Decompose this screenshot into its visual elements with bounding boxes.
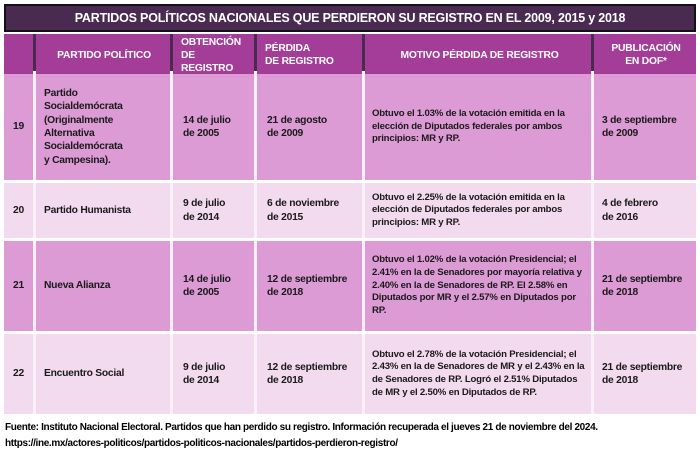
table-row: 20 Partido Humanista 9 de julio de 2014 … [4, 183, 696, 238]
party-name-cell: Encuentro Social [36, 334, 170, 414]
column-header-obtencion: OBTENCIÓN DE REGISTRO [173, 34, 254, 79]
column-header-motivo: MOTIVO PÉRDIDA DE REGISTRO [365, 34, 591, 79]
party-name-cell: Partido Humanista [36, 183, 170, 238]
table-header-row: PARTIDO POLÍTICO OBTENCIÓN DE REGISTRO P… [4, 34, 696, 79]
party-name-cell: Nueva Alianza [36, 241, 170, 331]
loss-date-cell: 6 de noviembre de 2015 [257, 183, 362, 238]
registration-date-cell: 14 de julio de 2005 [173, 241, 254, 331]
party-name-cell: Partido Socialdemócrata (Originalmente A… [36, 74, 170, 180]
row-number-cell: 21 [4, 241, 33, 331]
loss-date-cell: 12 de septiembre de 2018 [257, 334, 362, 414]
dof-publication-cell: 3 de septiembre de 2009 [594, 74, 696, 180]
table-row: 22 Encuentro Social 9 de julio de 2014 1… [4, 334, 696, 414]
dof-publication-cell: 21 de septiembre de 2018 [594, 241, 696, 331]
loss-reason-cell: Obtuvo el 1.03% de la votación emitida e… [365, 74, 591, 180]
dof-publication-cell: 4 de febrero de 2016 [594, 183, 696, 238]
loss-date-cell: 21 de agosto de 2009 [257, 74, 362, 180]
column-header-number [4, 34, 33, 79]
source-text: Fuente: Instituto Nacional Electoral. Pa… [5, 422, 598, 433]
table-title-bar: PARTIDOS POLÍTICOS NACIONALES QUE PERDIE… [4, 4, 696, 32]
row-number-cell: 19 [4, 74, 33, 180]
column-header-partido: PARTIDO POLÍTICO [36, 34, 170, 79]
registration-date-cell: 14 de julio de 2005 [173, 74, 254, 180]
column-header-perdida: PÉRDIDA DE REGISTRO [257, 34, 362, 79]
registration-date-cell: 9 de julio de 2014 [173, 183, 254, 238]
page-title: PARTIDOS POLÍTICOS NACIONALES QUE PERDIE… [74, 11, 626, 25]
column-header-dof: PUBLICACIÓN EN DOF* [594, 34, 696, 79]
loss-reason-cell: Obtuvo el 2.25% de la votación emitida e… [365, 183, 591, 238]
dof-publication-cell: 21 de septiembre de 2018 [594, 334, 696, 414]
source-footer: Fuente: Instituto Nacional Electoral. Pa… [4, 420, 696, 451]
loss-reason-cell: Obtuvo el 2.78% de la votación Presidenc… [365, 334, 591, 414]
table-row: 21 Nueva Alianza 14 de julio de 2005 12 … [4, 241, 696, 331]
row-number-cell: 20 [4, 183, 33, 238]
loss-reason-cell: Obtuvo el 1.02% de la votación Presidenc… [365, 241, 591, 331]
parties-table: PARTIDO POLÍTICO OBTENCIÓN DE REGISTRO P… [4, 34, 696, 414]
row-number-cell: 22 [4, 334, 33, 414]
registration-date-cell: 9 de julio de 2014 [173, 334, 254, 414]
table-row: 19 Partido Socialdemócrata (Originalment… [4, 74, 696, 180]
source-url[interactable]: https://ine.mx/actores-politicos/partido… [5, 437, 398, 449]
loss-date-cell: 12 de septiembre de 2018 [257, 241, 362, 331]
